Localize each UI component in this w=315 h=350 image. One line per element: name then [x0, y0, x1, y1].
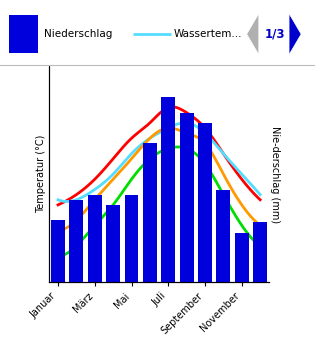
Bar [180, 113, 193, 282]
Y-axis label: Nie­derschlag (mm): Nie­derschlag (mm) [271, 126, 280, 223]
Bar [253, 222, 267, 282]
Bar [143, 144, 157, 282]
Text: 1/3: 1/3 [265, 28, 285, 41]
Text: Niederschlag: Niederschlag [44, 29, 112, 39]
Bar [235, 232, 249, 282]
Y-axis label: Temperatur (°C): Temperatur (°C) [36, 135, 46, 213]
Bar [106, 205, 120, 282]
Bar [88, 195, 102, 282]
Bar [70, 200, 83, 282]
Bar [216, 189, 230, 282]
Bar [9, 15, 38, 53]
Bar [125, 195, 138, 282]
Polygon shape [289, 14, 301, 55]
Polygon shape [247, 14, 259, 55]
Bar [51, 220, 65, 282]
Bar [161, 97, 175, 282]
Text: Wassertem...: Wassertem... [174, 29, 243, 39]
Bar [198, 123, 212, 282]
